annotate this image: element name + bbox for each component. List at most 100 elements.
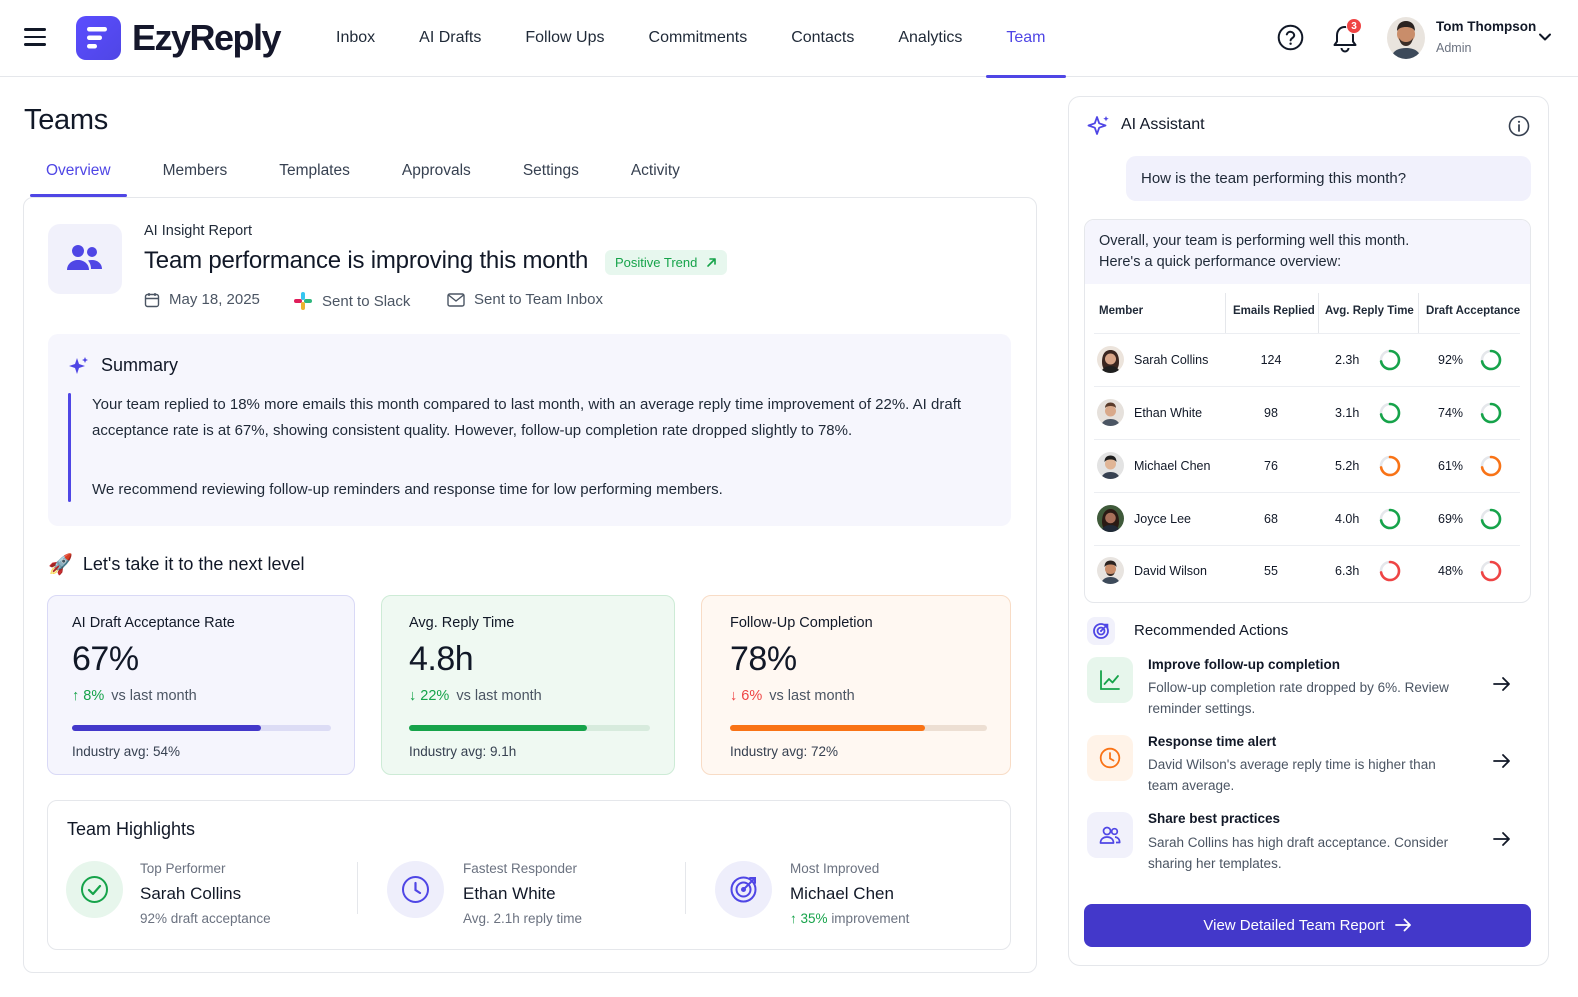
nav-item-contacts[interactable]: Contacts [791, 29, 855, 46]
metric-card-draft-acceptance[interactable]: AI Draft Acceptance Rate 67% ↑ 8% vs last… [47, 595, 355, 775]
status-ring-icon [1480, 560, 1502, 582]
divider [1094, 333, 1520, 334]
report-date-text: May 18, 2025 [169, 291, 260, 308]
draft-acceptance: 92% [1438, 353, 1464, 367]
arrow-up-icon: ↑ 8% [72, 688, 105, 704]
member-name[interactable]: Ethan White [1134, 406, 1203, 420]
metric-label: Follow-Up Completion [730, 615, 873, 631]
sent-to-slack[interactable]: Sent to Slack [293, 291, 410, 311]
ai-answer-header [1085, 220, 1530, 284]
sent-to-inbox[interactable]: Sent to Team Inbox [447, 291, 603, 308]
nav-item-follow-ups[interactable]: Follow Ups [525, 29, 605, 46]
tab-approvals[interactable]: Approvals [401, 162, 471, 179]
draft-acceptance: 48% [1438, 564, 1464, 578]
metric-card-reply-time[interactable]: Avg. Reply Time 4.8h ↓ 22% vs last month … [381, 595, 675, 775]
avatar [1097, 505, 1124, 532]
member-name[interactable]: Joyce Lee [1134, 512, 1191, 526]
nav-item-ai-drafts[interactable]: AI Drafts [419, 29, 482, 46]
arrow-right-icon[interactable] [1493, 753, 1511, 769]
tab-activity[interactable]: Activity [630, 162, 680, 179]
status-ring-icon [1379, 402, 1401, 424]
view-team-report-button[interactable]: View Detailed Team Report [1084, 904, 1531, 947]
slack-icon [294, 292, 312, 310]
sent-to-slack-label: Sent to Slack [322, 292, 411, 310]
main-nav: Inbox AI Drafts Follow Ups Commitments C… [314, 0, 1068, 78]
team-icon [48, 224, 122, 294]
tab-templates[interactable]: Templates [279, 162, 350, 179]
action-title[interactable]: Share best practices [1148, 811, 1281, 826]
tab-overview[interactable]: Overview [30, 148, 127, 197]
status-ring-icon [1480, 455, 1502, 477]
status-ring-icon [1480, 402, 1502, 424]
nav-item-commitments[interactable]: Commitments [648, 29, 748, 46]
clock-icon [387, 861, 444, 918]
arrow-up-icon: ↑ 35% [790, 911, 828, 926]
summary-title: Summary [101, 355, 179, 375]
help-icon[interactable] [1277, 24, 1304, 51]
sent-to-inbox-label: Sent to Team Inbox [474, 291, 603, 308]
divider [1418, 293, 1419, 333]
progress-track [409, 725, 650, 731]
member-name[interactable]: Sarah Collins [1134, 353, 1209, 367]
nav-item-analytics[interactable]: Analytics [898, 29, 963, 46]
avg-reply-time: 3.1h [1335, 406, 1360, 420]
clock-icon [1087, 735, 1133, 781]
avatar [1097, 346, 1124, 373]
tab-members[interactable]: Members [162, 162, 228, 179]
mail-icon [447, 292, 465, 307]
ai-answer-text: Overall, your team is performing well th… [1099, 231, 1519, 273]
menu-icon[interactable] [24, 28, 46, 46]
arrow-right-icon[interactable] [1493, 831, 1511, 847]
arrow-up-right-icon [707, 258, 716, 267]
avatar [1097, 399, 1124, 426]
metric-value: 4.8h [409, 640, 474, 678]
user-avatar[interactable] [1387, 17, 1425, 59]
answer-line: Here's a quick performance overview: [1099, 254, 1342, 270]
app-name[interactable]: EzyReply [132, 17, 282, 58]
arrow-down-icon: ↓ 6% [730, 688, 763, 704]
draft-acceptance: 74% [1438, 406, 1464, 420]
next-level-title: Let's take it to the next level [82, 554, 305, 574]
industry-average: Industry avg: 54% [72, 744, 181, 759]
industry-average: Industry avg: 72% [730, 744, 839, 759]
calendar-icon [144, 292, 160, 307]
avg-reply-time: 6.3h [1335, 564, 1360, 578]
action-title[interactable]: Improve follow-up completion [1148, 657, 1340, 672]
ai-answer-card [1084, 219, 1531, 603]
progress-track [730, 725, 987, 731]
action-description: Follow-up completion rate dropped by 6%.… [1148, 680, 1449, 716]
divider [1094, 386, 1520, 387]
status-ring-icon [1379, 455, 1401, 477]
chevron-down-icon[interactable] [1538, 32, 1552, 42]
highlight-name[interactable]: Sarah Collins [140, 884, 242, 903]
logo-icon[interactable] [76, 16, 121, 60]
highlight-name[interactable]: Ethan White [463, 884, 556, 903]
progress-fill [730, 725, 926, 731]
rocket-icon: 🚀 [48, 554, 73, 576]
arrow-right-icon[interactable] [1493, 676, 1511, 692]
info-icon[interactable] [1508, 115, 1530, 137]
member-name[interactable]: Michael Chen [1134, 459, 1211, 473]
highlight-detail: 92% draft acceptance [140, 911, 271, 926]
divider [1094, 545, 1520, 546]
status-ring-icon [1379, 349, 1401, 371]
highlight-name[interactable]: Michael Chen [790, 884, 894, 903]
status-ring-icon [1379, 508, 1401, 530]
highlight-label: Most Improved [790, 861, 880, 876]
avatar [1097, 557, 1124, 584]
metric-card-follow-up[interactable]: Follow-Up Completion 78% ↓ 6% vs last mon… [701, 595, 1011, 775]
nav-item-inbox[interactable]: Inbox [336, 29, 376, 46]
column-header-acceptance: Draft Acceptance [1426, 305, 1521, 317]
highlight-label: Fastest Responder [463, 861, 578, 876]
emails-replied: 98 [1264, 406, 1278, 420]
top-navigation-bar: EzyReply Inbox AI Drafts Follow Ups Comm… [0, 0, 1578, 78]
report-date: May 18, 2025 [144, 291, 260, 308]
member-name[interactable]: David Wilson [1134, 564, 1207, 578]
highlight-detail: ↑ 35% improvement [790, 911, 910, 926]
column-header-member: Member [1099, 305, 1144, 317]
tab-settings[interactable]: Settings [522, 162, 579, 179]
divider [685, 862, 686, 914]
metric-delta: ↓ 22% vs last month [409, 688, 542, 704]
action-title[interactable]: Response time alert [1148, 734, 1277, 749]
nav-item-team[interactable]: Team [984, 0, 1067, 78]
